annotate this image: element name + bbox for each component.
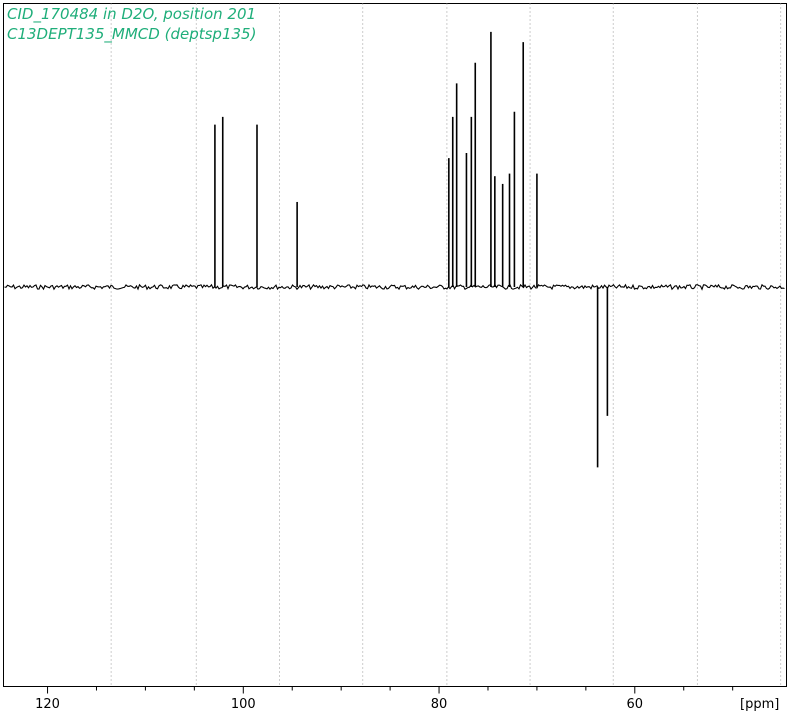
x-axis-ticks: 120 100 80 60 (35, 686, 734, 712)
plot-frame (3, 3, 787, 687)
tick-label-100: 100 (231, 697, 256, 712)
tick-label-80: 80 (431, 697, 448, 712)
peaks (214, 31, 609, 468)
plot-title-line-2: C13DEPT135_MMCD (deptsp135) (7, 25, 256, 44)
gridlines (110, 3, 782, 687)
tick-label-60: 60 (627, 697, 644, 712)
plot-title-line-1: CID_170484 in D2O, position 201 (7, 5, 256, 24)
x-axis-label: [ppm] (740, 697, 779, 712)
tick-label-120: 120 (35, 697, 60, 712)
spectrum-trace (4, 283, 785, 291)
baseline-noise (4, 283, 785, 291)
